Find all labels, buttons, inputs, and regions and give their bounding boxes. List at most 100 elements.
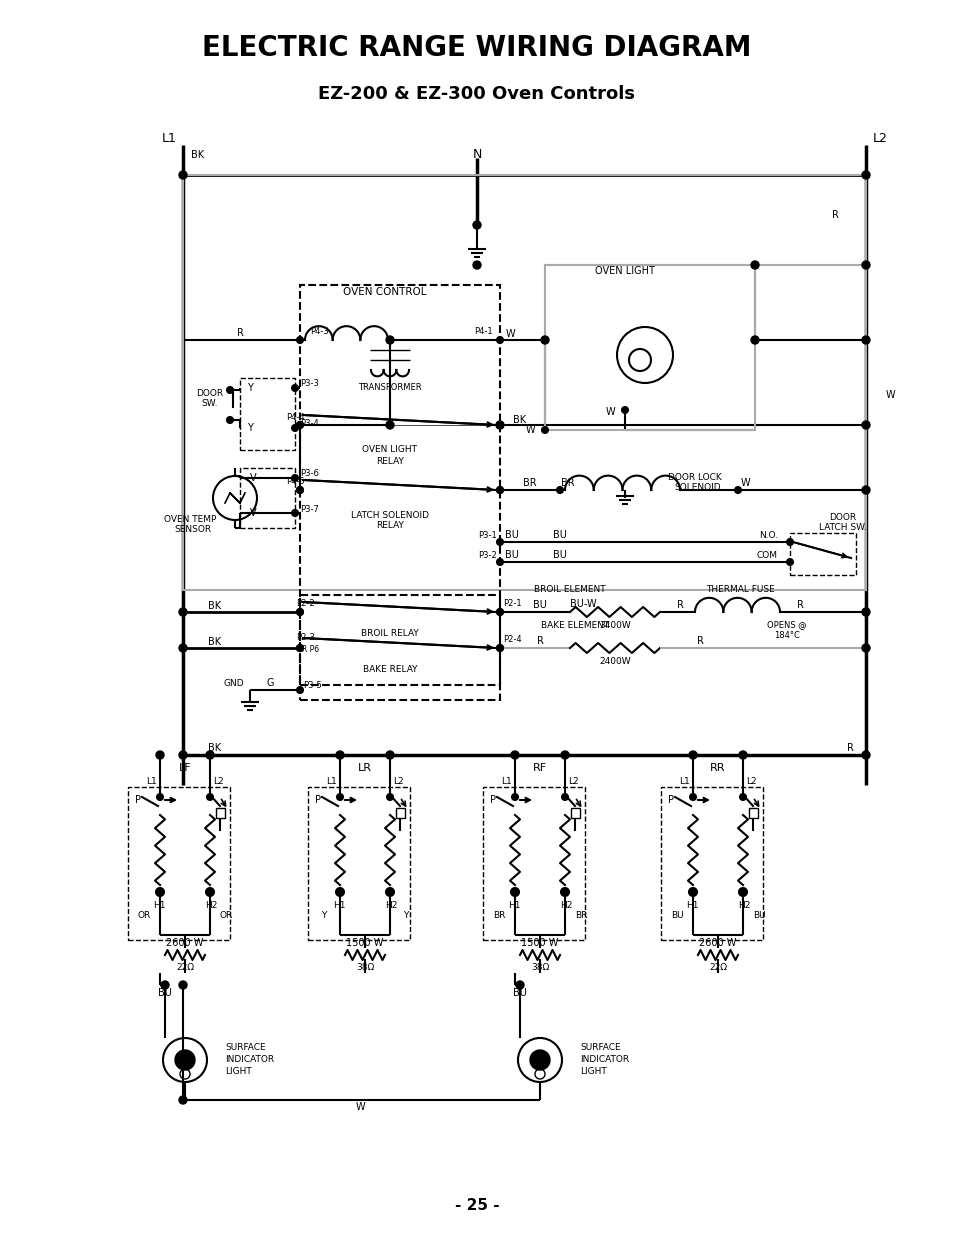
Bar [308, 787, 410, 940]
Circle shape [227, 387, 233, 393]
Text: TRANSFORMER: TRANSFORMER [357, 384, 421, 393]
Text: DOOR: DOOR [828, 513, 856, 521]
Text: P: P [314, 795, 320, 805]
Text: RF: RF [533, 763, 546, 773]
Text: V: V [250, 473, 256, 483]
Circle shape [740, 794, 745, 800]
Circle shape [786, 559, 792, 564]
Circle shape [497, 645, 502, 651]
Text: 184°C: 184°C [773, 631, 800, 641]
Text: BROIL RELAY: BROIL RELAY [361, 630, 418, 638]
Text: 3400W: 3400W [598, 620, 630, 630]
Circle shape [386, 421, 394, 429]
Text: P4-3: P4-3 [310, 327, 329, 336]
Circle shape [179, 643, 187, 652]
Text: H2: H2 [384, 900, 396, 909]
Circle shape [336, 794, 343, 800]
Circle shape [292, 385, 297, 391]
Circle shape [734, 487, 740, 493]
Circle shape [497, 487, 502, 493]
Circle shape [473, 221, 480, 228]
Circle shape [511, 888, 518, 897]
Text: 2400W: 2400W [598, 657, 630, 666]
Circle shape [386, 888, 394, 897]
Text: L2: L2 [567, 778, 578, 787]
Text: H2: H2 [559, 900, 572, 909]
Circle shape [497, 538, 502, 545]
Text: BU: BU [158, 988, 172, 998]
Circle shape [296, 609, 303, 615]
Circle shape [750, 261, 759, 269]
Text: L2: L2 [213, 778, 223, 787]
Circle shape [296, 645, 303, 651]
Circle shape [540, 336, 548, 345]
Circle shape [296, 422, 303, 429]
Circle shape [862, 608, 869, 616]
Text: SOLENOID: SOLENOID [674, 483, 720, 493]
Text: P3-7: P3-7 [299, 505, 318, 514]
Circle shape [739, 888, 746, 897]
Text: BROIL ELEMENT: BROIL ELEMENT [534, 585, 605, 594]
Text: BU: BU [752, 910, 764, 920]
Text: H1: H1 [685, 900, 698, 909]
Text: OVEN CONTROL: OVEN CONTROL [343, 287, 426, 296]
Bar [748, 808, 758, 818]
Circle shape [862, 170, 869, 179]
Circle shape [157, 794, 163, 800]
Text: H1: H1 [333, 900, 345, 909]
Circle shape [497, 609, 502, 615]
Text: H2: H2 [737, 900, 749, 909]
Bar [299, 285, 499, 685]
Text: SENSOR: SENSOR [174, 526, 212, 535]
Text: W: W [505, 329, 515, 338]
Circle shape [179, 170, 187, 179]
Text: LF: LF [178, 763, 192, 773]
Text: R: R [236, 329, 243, 338]
Circle shape [750, 336, 759, 345]
Text: 22Ω: 22Ω [175, 963, 193, 972]
Text: GND: GND [223, 679, 244, 688]
Circle shape [561, 794, 567, 800]
Text: N.O.: N.O. [758, 531, 778, 540]
Text: BK: BK [208, 601, 221, 611]
Text: BU: BU [533, 600, 546, 610]
Text: LR: LR [357, 763, 372, 773]
Text: SURFACE: SURFACE [225, 1044, 265, 1052]
Bar [240, 468, 294, 529]
Circle shape [497, 422, 502, 429]
Circle shape [557, 487, 562, 493]
Circle shape [206, 751, 213, 760]
Circle shape [739, 751, 746, 760]
Text: BK: BK [208, 637, 221, 647]
Text: R: R [676, 600, 682, 610]
Text: BU-W: BU-W [569, 599, 596, 609]
Text: BK: BK [208, 743, 221, 753]
Circle shape [207, 794, 213, 800]
Circle shape [179, 1095, 187, 1104]
Text: LIGHT: LIGHT [225, 1067, 252, 1077]
Bar [128, 787, 230, 940]
Text: ELECTRIC RANGE WIRING DIAGRAM: ELECTRIC RANGE WIRING DIAGRAM [202, 35, 751, 62]
Circle shape [335, 751, 344, 760]
Text: 1500 W: 1500 W [346, 939, 383, 948]
Text: BU: BU [553, 530, 566, 540]
Text: Y: Y [247, 383, 253, 393]
Text: P2-3: P2-3 [295, 634, 314, 642]
Text: - 25 -: - 25 - [455, 1198, 498, 1213]
Text: SURFACE: SURFACE [579, 1044, 620, 1052]
Bar [240, 378, 294, 450]
Text: L2: L2 [393, 778, 403, 787]
Bar [183, 175, 865, 590]
Text: H1: H1 [507, 900, 519, 909]
Circle shape [335, 888, 344, 897]
Text: R: R [845, 743, 853, 753]
Text: P: P [135, 795, 141, 805]
Text: R: R [696, 636, 702, 646]
Circle shape [497, 609, 502, 615]
Text: RR: RR [709, 763, 725, 773]
Text: L1: L1 [147, 778, 157, 787]
Circle shape [497, 337, 502, 343]
Text: BK: BK [513, 415, 526, 425]
Circle shape [862, 421, 869, 429]
Bar [789, 534, 855, 576]
